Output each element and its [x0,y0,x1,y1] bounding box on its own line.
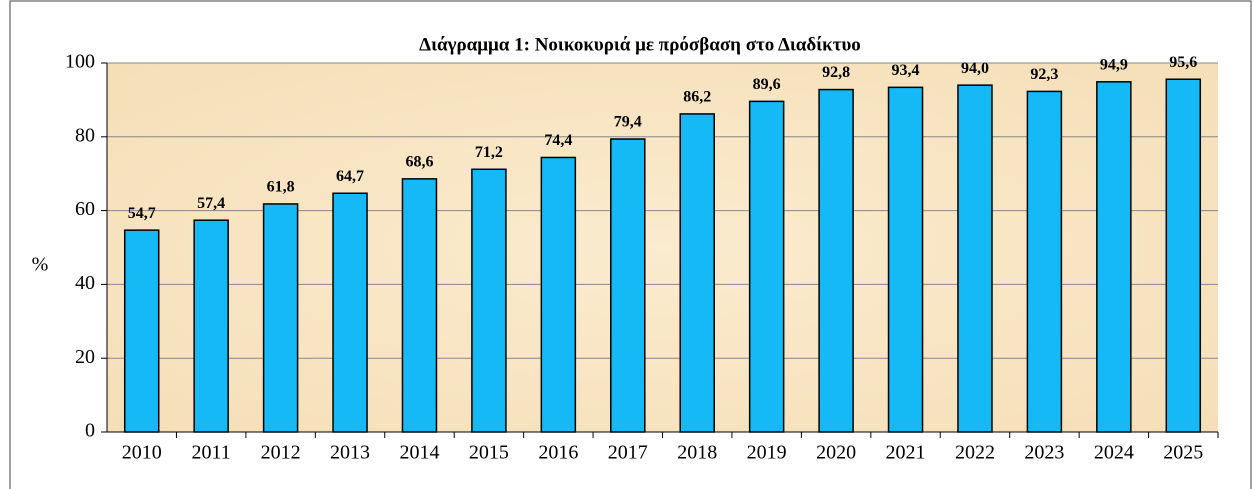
x-tick-label: 2011 [192,442,231,464]
value-label: 54,7 [128,205,156,222]
bar [679,113,715,433]
x-tick-label: 2024 [1094,442,1134,464]
frame [9,0,1252,489]
x-tick-label: 2016 [538,442,578,464]
value-label: 94,0 [961,60,989,77]
x-tick-label: 2015 [469,442,509,464]
bar [887,86,924,433]
x-tick-label: 2018 [677,442,717,464]
bar [262,203,299,433]
bar [1096,81,1132,433]
bar [818,88,854,433]
x-tick-label: 2017 [608,442,648,464]
y-tick-label: 40 [75,272,95,294]
y-tick-label: 100 [65,51,95,73]
bar [540,156,577,433]
x-tick-label: 2010 [122,442,162,464]
y-axis-label: % [32,254,49,276]
x-tick-label: 2022 [955,442,995,464]
value-label: 95,6 [1169,54,1197,71]
value-label: 93,4 [892,62,920,79]
y-tick-label: 60 [75,198,95,220]
bar [957,84,993,433]
value-label: 61,8 [267,179,295,196]
bar [1165,78,1202,433]
x-tick-label: 2013 [330,442,370,464]
x-tick-label: 2012 [261,442,301,464]
value-label: 74,4 [544,132,572,149]
x-tick-label: 2019 [747,442,787,464]
x-tick-label: 2025 [1163,442,1203,464]
value-label: 57,4 [197,195,225,212]
bar [610,138,646,433]
y-tick-label: 20 [75,346,95,368]
bar [401,178,438,433]
bar [471,168,507,433]
value-label: 64,7 [336,168,364,185]
bar [193,219,229,433]
chart-title: Διάγραμμα 1: Νοικοκυριά με πρόσβαση στο … [419,34,861,55]
value-label: 89,6 [753,76,781,93]
value-label: 92,3 [1030,66,1058,83]
bar [748,100,785,433]
y-tick-label: 80 [75,124,95,146]
x-tick-label: 2021 [886,442,926,464]
bar [1026,90,1063,433]
value-label: 68,6 [405,154,433,171]
x-tick-label: 2014 [399,442,439,464]
value-label: 79,4 [614,114,642,131]
value-label: 71,2 [475,144,503,161]
x-tick-label: 2020 [816,442,856,464]
x-tick-label: 2023 [1024,442,1064,464]
bar [332,192,368,433]
bar [123,229,160,433]
y-tick-label: 0 [85,420,95,442]
value-label: 86,2 [683,89,711,106]
value-label: 92,8 [822,64,850,81]
value-label: 94,9 [1100,56,1128,73]
